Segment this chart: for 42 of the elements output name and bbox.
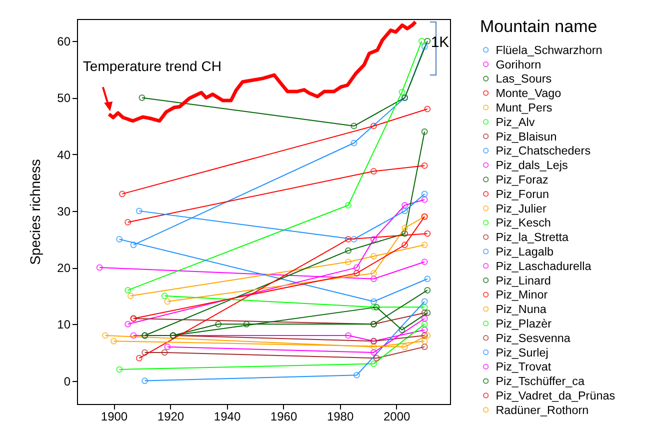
legend-label: Radüner_Rothorn — [496, 404, 589, 417]
legend-label: Piz_Minor — [496, 288, 548, 302]
y-tick-label: 50 — [57, 91, 71, 106]
x-tick-label: 1940 — [214, 410, 241, 424]
legend-label: Piz_Tschüffer_ca — [496, 375, 585, 388]
legend-label: Piz_Vadret_da_Prünas — [496, 389, 616, 402]
legend-label: Munt_Pers — [496, 101, 552, 114]
legend-label: Piz_Lagalb — [496, 245, 554, 258]
legend-label: Piz_Nuna — [496, 303, 547, 316]
legend-label: Piz_Surlej — [496, 346, 548, 360]
legend-label: Piz_Foraz — [496, 173, 548, 186]
y-tick-label: 20 — [57, 261, 71, 276]
legend-label: Piz_Blaisun — [496, 130, 557, 144]
legend-label: Piz_la_Stretta — [496, 231, 569, 244]
legend-label: Piz_Forun — [496, 188, 549, 201]
y-tick-label: 30 — [57, 204, 71, 218]
x-tick-label: 1920 — [157, 410, 184, 424]
y-tick-label: 10 — [57, 318, 71, 332]
legend-label: Flüela_Schwarzhorn — [496, 44, 602, 57]
y-tick-label: 40 — [57, 148, 71, 162]
legend-label: Las_Sours — [496, 72, 552, 86]
x-tick-label: 1900 — [100, 410, 128, 424]
legend-label: Piz_Trovat — [496, 360, 552, 374]
legend-label: Gorihorn — [496, 58, 542, 72]
legend-label: Piz_Chatscheders — [496, 144, 591, 158]
legend-title: Mountain name — [480, 17, 598, 36]
legend-label: Piz_Kesch — [496, 216, 551, 230]
legend-label: Piz_Laschadurella — [496, 260, 592, 273]
legend-label: Piz_dals_Lejs — [496, 159, 568, 172]
legend-label: Piz_Alv — [496, 116, 535, 129]
legend-label: Piz_Plazèr — [496, 317, 552, 330]
legend-label: Monte_Vago — [496, 87, 562, 100]
y-tick-label: 60 — [57, 34, 71, 49]
y-tick-label: 0 — [64, 374, 71, 388]
legend-label: Piz_Sesvenna — [496, 332, 571, 345]
y-axis-title: Species richness — [27, 159, 44, 265]
x-tick-label: 1960 — [270, 410, 298, 424]
legend-label: Piz_Linard — [496, 274, 551, 288]
x-tick-label: 1980 — [326, 410, 354, 424]
legend-label: Piz_Julier — [496, 202, 546, 216]
series-label: Temperature trend CH — [82, 58, 222, 74]
x-tick-label: 2000 — [383, 410, 410, 424]
